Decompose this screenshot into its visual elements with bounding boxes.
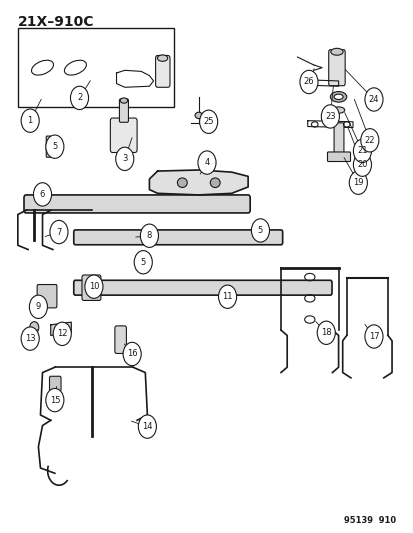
Circle shape — [115, 147, 133, 171]
Text: 20: 20 — [356, 160, 367, 169]
Circle shape — [353, 153, 370, 176]
Text: 17: 17 — [368, 332, 378, 341]
Circle shape — [46, 389, 64, 412]
Text: 25: 25 — [203, 117, 214, 126]
Text: 14: 14 — [142, 422, 152, 431]
Text: 26: 26 — [303, 77, 313, 86]
Circle shape — [29, 295, 47, 318]
Text: 5: 5 — [257, 226, 262, 235]
Circle shape — [316, 321, 335, 344]
Text: 3: 3 — [122, 155, 127, 164]
Text: 22: 22 — [364, 136, 374, 145]
Text: 5: 5 — [140, 258, 145, 266]
Circle shape — [33, 183, 52, 206]
Circle shape — [53, 322, 71, 345]
FancyBboxPatch shape — [140, 252, 145, 273]
Text: 95139  910: 95139 910 — [343, 516, 395, 525]
Circle shape — [46, 135, 64, 158]
Circle shape — [360, 128, 378, 152]
FancyBboxPatch shape — [119, 99, 128, 122]
Circle shape — [218, 285, 236, 309]
Circle shape — [21, 109, 39, 132]
FancyBboxPatch shape — [327, 152, 350, 161]
Ellipse shape — [333, 94, 342, 100]
Circle shape — [364, 88, 382, 111]
Circle shape — [70, 86, 88, 110]
Circle shape — [50, 220, 68, 244]
Circle shape — [251, 219, 269, 242]
Circle shape — [320, 105, 339, 128]
Polygon shape — [51, 322, 71, 335]
Text: 24: 24 — [368, 95, 378, 104]
Circle shape — [21, 327, 39, 350]
FancyBboxPatch shape — [24, 195, 249, 213]
Ellipse shape — [332, 107, 344, 114]
Circle shape — [85, 275, 103, 298]
Text: 19: 19 — [352, 178, 363, 187]
FancyBboxPatch shape — [18, 28, 174, 108]
Text: 10: 10 — [88, 282, 99, 291]
Text: 21X–910C: 21X–910C — [18, 14, 94, 29]
Text: 8: 8 — [146, 231, 152, 240]
Text: 13: 13 — [25, 334, 36, 343]
Text: 18: 18 — [320, 328, 331, 337]
Circle shape — [349, 171, 366, 195]
Circle shape — [140, 224, 158, 247]
Text: 21: 21 — [356, 147, 367, 156]
Text: 7: 7 — [56, 228, 62, 237]
Text: 16: 16 — [126, 350, 137, 359]
Circle shape — [138, 415, 156, 438]
FancyBboxPatch shape — [50, 376, 61, 391]
Text: 1: 1 — [28, 116, 33, 125]
Text: 9: 9 — [36, 302, 41, 311]
Ellipse shape — [330, 92, 346, 102]
Ellipse shape — [195, 112, 202, 118]
Text: 11: 11 — [222, 292, 232, 301]
FancyBboxPatch shape — [333, 123, 343, 157]
Text: 2: 2 — [77, 93, 82, 102]
Text: 12: 12 — [57, 329, 67, 338]
FancyBboxPatch shape — [82, 275, 101, 301]
FancyBboxPatch shape — [37, 285, 57, 308]
Circle shape — [364, 325, 382, 348]
FancyBboxPatch shape — [328, 50, 344, 86]
FancyBboxPatch shape — [46, 136, 51, 157]
Ellipse shape — [157, 55, 167, 61]
Ellipse shape — [177, 178, 187, 188]
Circle shape — [123, 342, 141, 366]
Circle shape — [353, 139, 370, 163]
Circle shape — [197, 151, 216, 174]
Text: 5: 5 — [52, 142, 57, 151]
Circle shape — [134, 251, 152, 274]
Polygon shape — [149, 170, 247, 195]
FancyBboxPatch shape — [74, 230, 282, 245]
Text: 15: 15 — [50, 395, 60, 405]
FancyBboxPatch shape — [155, 55, 170, 87]
FancyBboxPatch shape — [110, 118, 137, 152]
Circle shape — [199, 110, 217, 133]
Text: 23: 23 — [324, 112, 335, 121]
Ellipse shape — [210, 178, 220, 188]
Circle shape — [299, 70, 317, 94]
FancyBboxPatch shape — [115, 326, 126, 353]
Ellipse shape — [120, 98, 127, 103]
Text: 6: 6 — [40, 190, 45, 199]
Text: 4: 4 — [204, 158, 209, 167]
FancyBboxPatch shape — [257, 220, 262, 241]
FancyBboxPatch shape — [74, 280, 331, 295]
Ellipse shape — [330, 49, 342, 55]
Ellipse shape — [30, 321, 39, 333]
